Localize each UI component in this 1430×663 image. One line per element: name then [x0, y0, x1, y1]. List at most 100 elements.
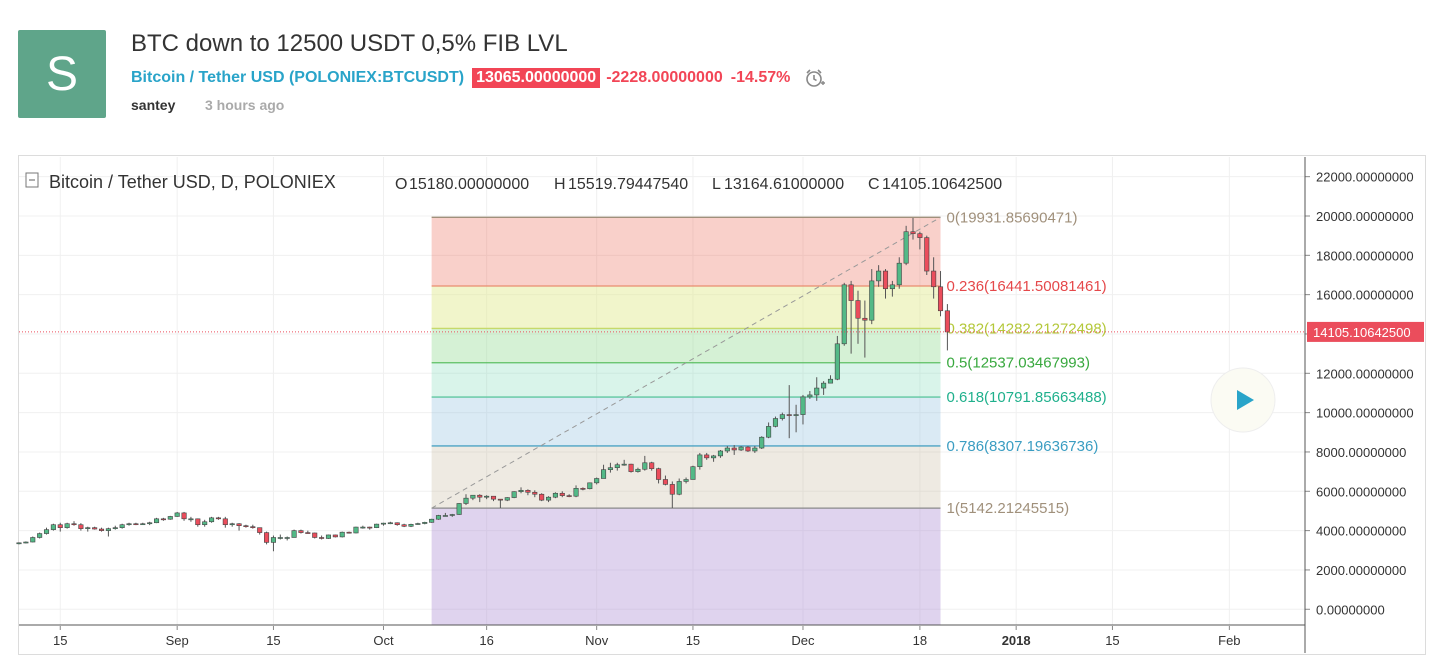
- candle-up[interactable]: [415, 523, 421, 525]
- candle-up[interactable]: [518, 490, 524, 492]
- candle-down[interactable]: [848, 284, 854, 301]
- candle-up[interactable]: [545, 496, 552, 501]
- candle-up[interactable]: [202, 521, 208, 526]
- candle-up[interactable]: [889, 284, 895, 290]
- candle-up[interactable]: [229, 523, 235, 526]
- candle-up[interactable]: [511, 491, 517, 498]
- symbol-name-link[interactable]: Bitcoin / Tether USD: [131, 69, 285, 86]
- candle-up[interactable]: [23, 541, 29, 544]
- candle-up[interactable]: [463, 497, 469, 504]
- candle-down[interactable]: [367, 526, 373, 529]
- candle-up[interactable]: [325, 534, 332, 539]
- candle-down[interactable]: [195, 518, 201, 526]
- candle-down[interactable]: [477, 494, 483, 498]
- candle-down[interactable]: [731, 447, 737, 451]
- candle-up[interactable]: [807, 394, 813, 398]
- candle-up[interactable]: [188, 518, 194, 521]
- author-name[interactable]: santey: [131, 97, 176, 113]
- candle-up[interactable]: [601, 469, 607, 479]
- candle-up[interactable]: [552, 492, 558, 498]
- candle-up[interactable]: [697, 454, 703, 468]
- candle-up[interactable]: [607, 467, 613, 470]
- candle-down[interactable]: [497, 498, 503, 501]
- fib-trend-line[interactable]: [431, 216, 941, 509]
- candle-up[interactable]: [724, 447, 730, 452]
- candle-down[interactable]: [656, 468, 662, 480]
- candle-down[interactable]: [862, 317, 868, 321]
- candle-up[interactable]: [449, 514, 455, 516]
- candle-up[interactable]: [174, 512, 180, 517]
- candle-up[interactable]: [587, 482, 593, 490]
- candle-down[interactable]: [264, 532, 270, 543]
- candle-up[interactable]: [64, 523, 70, 528]
- candle-up[interactable]: [876, 270, 882, 282]
- symbol-ticker-link[interactable]: POLONIEX:BTCUSDT: [294, 69, 459, 86]
- candle-down[interactable]: [924, 237, 930, 272]
- candle-up[interactable]: [277, 537, 283, 539]
- candle-up[interactable]: [484, 495, 490, 498]
- candle-down[interactable]: [745, 446, 751, 452]
- candle-up[interactable]: [43, 529, 50, 534]
- candle-up[interactable]: [353, 526, 359, 534]
- candle-down[interactable]: [250, 526, 256, 528]
- candle-up[interactable]: [16, 542, 22, 545]
- candle-up[interactable]: [621, 463, 627, 466]
- candle-up[interactable]: [676, 481, 682, 495]
- candle-up[interactable]: [614, 464, 620, 468]
- candle-up[interactable]: [284, 537, 290, 539]
- candle-up[interactable]: [827, 378, 834, 384]
- candle-up[interactable]: [717, 450, 723, 457]
- candle-down[interactable]: [71, 523, 77, 526]
- candle-down[interactable]: [181, 512, 187, 520]
- candle-down[interactable]: [910, 231, 916, 234]
- candle-up[interactable]: [793, 414, 799, 416]
- candle-down[interactable]: [931, 270, 937, 288]
- candle-down[interactable]: [92, 527, 98, 530]
- candle-down[interactable]: [257, 527, 263, 533]
- candle-down[interactable]: [401, 524, 407, 527]
- candle-up[interactable]: [814, 387, 820, 396]
- candle-up[interactable]: [772, 418, 779, 427]
- candle-down[interactable]: [937, 286, 944, 312]
- candle-down[interactable]: [855, 300, 861, 319]
- candle-down[interactable]: [133, 523, 139, 526]
- candle-down[interactable]: [662, 479, 668, 485]
- candle-up[interactable]: [841, 284, 847, 345]
- candle-up[interactable]: [766, 426, 772, 438]
- candle-up[interactable]: [635, 468, 641, 472]
- candle-down[interactable]: [319, 537, 325, 539]
- candle-up[interactable]: [642, 462, 648, 470]
- candle-down[interactable]: [525, 490, 531, 493]
- candle-up[interactable]: [470, 494, 476, 499]
- candle-down[interactable]: [243, 525, 249, 527]
- author-avatar[interactable]: S: [18, 30, 106, 118]
- candle-up[interactable]: [140, 523, 146, 526]
- candle-up[interactable]: [360, 526, 366, 529]
- candle-up[interactable]: [759, 436, 765, 449]
- candle-up[interactable]: [270, 537, 276, 543]
- candle-up[interactable]: [779, 414, 785, 419]
- candle-up[interactable]: [50, 524, 56, 530]
- candle-up[interactable]: [209, 517, 215, 523]
- candle-down[interactable]: [215, 517, 221, 520]
- candle-up[interactable]: [690, 466, 696, 480]
- candle-down[interactable]: [236, 523, 242, 526]
- candle-up[interactable]: [291, 530, 297, 538]
- candle-up[interactable]: [429, 518, 435, 523]
- play-button[interactable]: [1210, 367, 1276, 433]
- alarm-clock-icon[interactable]: [804, 67, 826, 89]
- candle-down[interactable]: [57, 524, 63, 528]
- candle-up[interactable]: [435, 515, 442, 520]
- candle-down[interactable]: [566, 495, 572, 497]
- candle-up[interactable]: [422, 522, 428, 524]
- candle-down[interactable]: [98, 528, 105, 531]
- candle-down[interactable]: [649, 462, 655, 469]
- candle-up[interactable]: [37, 533, 43, 538]
- candle-down[interactable]: [346, 531, 352, 534]
- candle-up[interactable]: [408, 524, 414, 527]
- candle-up[interactable]: [339, 531, 345, 538]
- candle-up[interactable]: [374, 523, 380, 528]
- candle-up[interactable]: [30, 537, 36, 543]
- candle-up[interactable]: [504, 497, 510, 501]
